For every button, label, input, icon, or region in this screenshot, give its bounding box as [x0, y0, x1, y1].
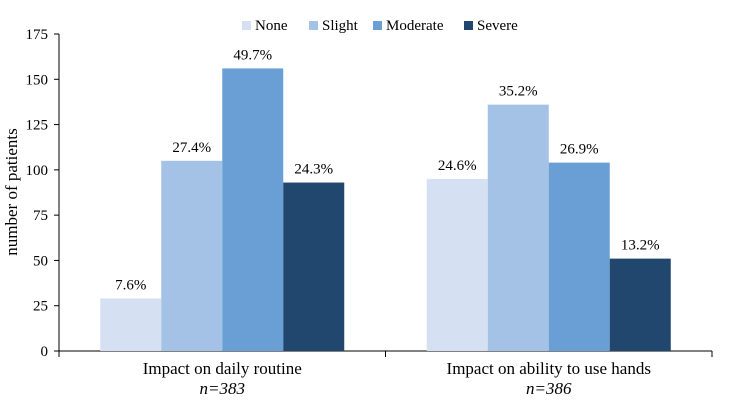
bar: [283, 182, 345, 351]
legend-label: None: [255, 18, 288, 34]
legend: None Slight Moderate Severe: [242, 18, 518, 34]
legend-swatch: [242, 21, 251, 30]
data-label: 24.6%: [438, 158, 477, 174]
bar: [487, 104, 549, 351]
category-sublabel: n=383: [200, 379, 245, 398]
y-tick-label: 175: [26, 27, 49, 43]
plot-area: 0 25 50 75 100 125 150 175 7.6% 27.4% 49.7% 24.3% Im…: [26, 27, 713, 398]
data-label: 35.2%: [499, 84, 538, 100]
bar: [161, 160, 223, 351]
data-label: 24.3%: [294, 162, 333, 178]
legend-label: Moderate: [386, 18, 444, 34]
legend-swatch: [464, 21, 473, 30]
y-tick-label: 50: [33, 253, 48, 269]
bar: [609, 258, 671, 351]
data-label: 49.7%: [233, 47, 272, 63]
data-label: 26.9%: [560, 142, 599, 158]
category-label: Impact on daily routine: [143, 359, 302, 378]
bar: [426, 178, 488, 351]
legend-label: Slight: [322, 18, 359, 34]
y-tick-label: 25: [33, 299, 48, 315]
y-tick-label: 75: [33, 208, 48, 224]
legend-swatch: [373, 21, 382, 30]
y-tick-label: 150: [26, 72, 49, 88]
y-tick-label: 125: [26, 118, 49, 134]
data-label: 27.4%: [172, 140, 211, 156]
y-tick-label: 100: [26, 163, 49, 179]
y-tick-label: 0: [41, 344, 49, 360]
legend-swatch: [309, 21, 318, 30]
legend-label: Severe: [477, 18, 518, 34]
y-axis-label: number of patients: [2, 128, 21, 255]
bar: [222, 68, 284, 351]
category-sublabel: n=386: [526, 379, 572, 398]
bar: [100, 298, 162, 351]
data-label: 7.6%: [115, 277, 146, 293]
data-label: 13.2%: [621, 238, 660, 254]
bar: [548, 162, 610, 351]
category-label: Impact on ability to use hands: [447, 359, 651, 378]
